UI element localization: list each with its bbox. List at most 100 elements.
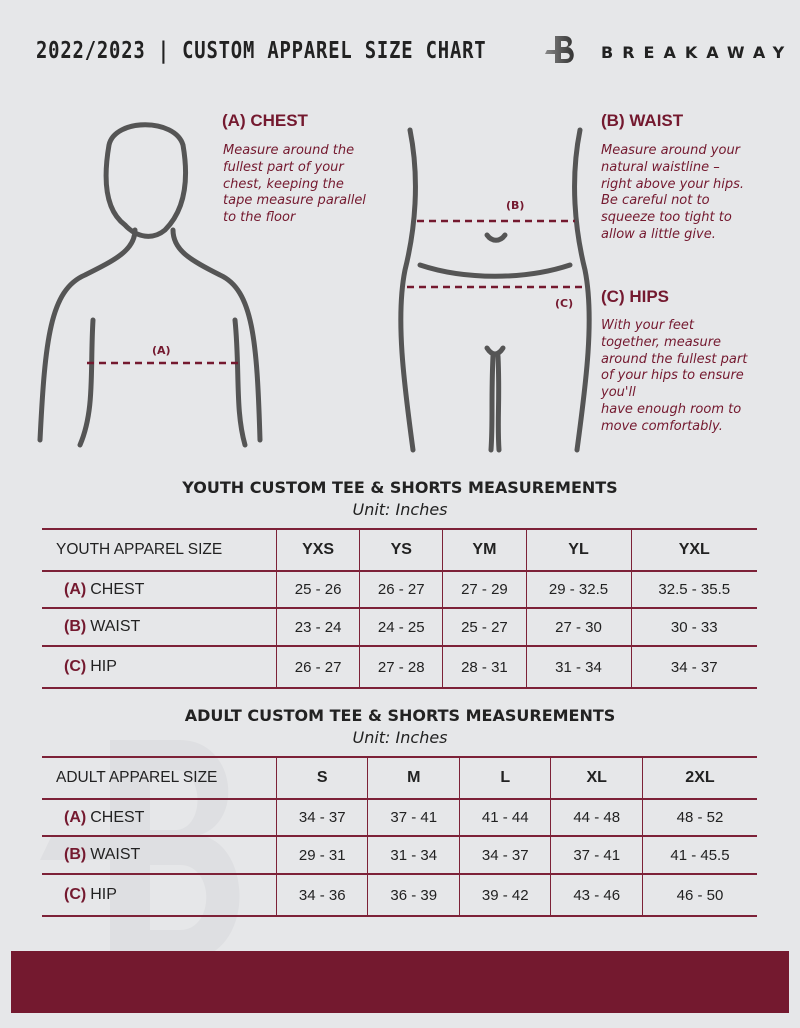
- adult-table-unit: Unit: Inches: [352, 728, 448, 747]
- row-label: (B) WAIST: [42, 835, 277, 875]
- cell: 27 - 28: [359, 645, 443, 689]
- row-label: (A) CHEST: [42, 798, 277, 837]
- line: move comfortably.: [601, 418, 723, 434]
- table-row: (A) CHEST 25 - 26 26 - 27 27 - 29 29 - 32…: [42, 570, 757, 609]
- cell: 31 - 34: [525, 645, 632, 689]
- chest-marker: (A): [152, 344, 171, 357]
- row-name: CHEST: [90, 580, 145, 598]
- size-header: S: [275, 756, 368, 800]
- brand-name: BREAKAWAY: [601, 43, 794, 62]
- size-header: M: [367, 756, 460, 800]
- chest-heading: (A) CHEST: [222, 111, 308, 130]
- size-header: YXL: [630, 528, 757, 572]
- cell: 34 - 36: [275, 873, 368, 917]
- cell: 36 - 39: [367, 873, 460, 917]
- size-label: ADULT APPAREL SIZE: [42, 756, 277, 800]
- row-label: (B) WAIST: [42, 607, 277, 647]
- adult-size-table: ADULT APPAREL SIZE S M L XL 2XL (A) CHEST…: [42, 756, 757, 917]
- cell: 29 - 32.5: [525, 570, 632, 609]
- line: squeeze too tight to: [601, 210, 732, 226]
- row-name: HIP: [90, 658, 117, 675]
- cell: 29 - 31: [275, 835, 368, 875]
- line: of your hips to ensure: [601, 368, 744, 384]
- line: Be careful not to: [601, 193, 710, 209]
- footer-band: [11, 951, 789, 1013]
- upper-body-figure: [37, 122, 263, 448]
- cell: 26 - 27: [359, 570, 443, 609]
- line: tape measure parallel: [223, 193, 366, 209]
- size-label: YOUTH APPAREL SIZE: [42, 528, 277, 572]
- size-header: XL: [550, 756, 643, 800]
- cell: 32.5 - 35.5: [630, 570, 757, 609]
- size-header: YL: [525, 528, 632, 572]
- cell: 37 - 41: [550, 835, 643, 875]
- row-code: (C): [64, 886, 87, 903]
- line: around the fullest part: [601, 351, 748, 367]
- line: natural waistline –: [601, 159, 720, 175]
- table-row: (B) WAIST 29 - 31 31 - 34 34 - 37 37 - 41…: [42, 835, 757, 875]
- table-header-row: YOUTH APPAREL SIZE YXS YS YM YL YXL: [42, 528, 757, 572]
- cell: 26 - 27: [275, 645, 360, 689]
- line: Measure around the: [223, 143, 355, 158]
- size-header: YM: [442, 528, 527, 572]
- row-code: (A): [64, 808, 87, 826]
- waist-description: Measure around your natural waistline – …: [601, 143, 744, 244]
- row-code: (A): [64, 580, 87, 598]
- line: Measure around your: [601, 143, 741, 158]
- cell: 34 - 37: [630, 645, 757, 689]
- line: With your feet: [601, 318, 694, 333]
- adult-table-title: ADULT CUSTOM TEE & SHORTS MEASUREMENTS: [184, 706, 616, 725]
- hips-heading: (C) HIPS: [601, 287, 669, 306]
- cell: 28 - 31: [442, 645, 527, 689]
- lower-body-figure: [398, 127, 592, 453]
- row-label: (A) CHEST: [42, 570, 277, 609]
- line: right above your hips.: [601, 176, 745, 192]
- row-name: WAIST: [90, 618, 141, 635]
- cell: 39 - 42: [458, 873, 551, 917]
- row-label: (C) HIP: [42, 873, 277, 917]
- youth-table-title: YOUTH CUSTOM TEE & SHORTS MEASUREMENTS: [182, 478, 618, 497]
- line: you'll: [601, 385, 636, 401]
- cell: 43 - 46: [550, 873, 643, 917]
- row-name: CHEST: [90, 808, 145, 826]
- waist-heading: (B) WAIST: [601, 111, 684, 130]
- page-title: 2022/2023 | CUSTOM APPAREL SIZE CHART: [36, 38, 487, 64]
- row-name: WAIST: [90, 846, 141, 863]
- row-code: (B): [64, 618, 87, 635]
- chest-description: Measure around the fullest part of your …: [223, 143, 366, 227]
- table-row: (C) HIP 26 - 27 27 - 28 28 - 31 31 - 34 3…: [42, 645, 757, 689]
- size-header: L: [458, 756, 551, 800]
- row-code: (C): [64, 658, 87, 675]
- cell: 24 - 25: [359, 607, 443, 647]
- table-row: (A) CHEST 34 - 37 37 - 41 41 - 44 44 - 48…: [42, 798, 757, 837]
- size-header: YXS: [275, 528, 360, 572]
- line: allow a little give.: [601, 226, 716, 242]
- youth-size-table: YOUTH APPAREL SIZE YXS YS YM YL YXL (A) C…: [42, 528, 757, 689]
- row-name: HIP: [90, 886, 117, 903]
- line: chest, keeping the: [223, 176, 344, 192]
- line: have enough room to: [601, 401, 742, 417]
- cell: 23 - 24: [275, 607, 360, 647]
- hips-marker: (C): [555, 297, 574, 310]
- line: to the floor: [223, 210, 296, 226]
- size-header: YS: [359, 528, 443, 572]
- waist-marker: (B): [506, 199, 525, 212]
- table-row: (C) HIP 34 - 36 36 - 39 39 - 42 43 - 46 4…: [42, 873, 757, 917]
- youth-table-unit: Unit: Inches: [352, 500, 448, 519]
- cell: 34 - 37: [458, 835, 551, 875]
- line: fullest part of your: [223, 159, 344, 175]
- row-code: (B): [64, 846, 87, 863]
- cell: 41 - 45.5: [641, 835, 757, 875]
- row-label: (C) HIP: [42, 645, 277, 689]
- hips-description: With your feet together, measure around …: [601, 318, 747, 436]
- cell: 44 - 48: [550, 798, 643, 837]
- cell: 34 - 37: [275, 798, 368, 837]
- size-header: 2XL: [641, 756, 757, 800]
- table-header-row: ADULT APPAREL SIZE S M L XL 2XL: [42, 756, 757, 800]
- breakaway-logo-icon: [545, 36, 574, 63]
- cell: 30 - 33: [630, 607, 757, 647]
- cell: 25 - 27: [442, 607, 527, 647]
- table-row: (B) WAIST 23 - 24 24 - 25 25 - 27 27 - 30…: [42, 607, 757, 647]
- cell: 27 - 29: [442, 570, 527, 609]
- cell: 25 - 26: [275, 570, 360, 609]
